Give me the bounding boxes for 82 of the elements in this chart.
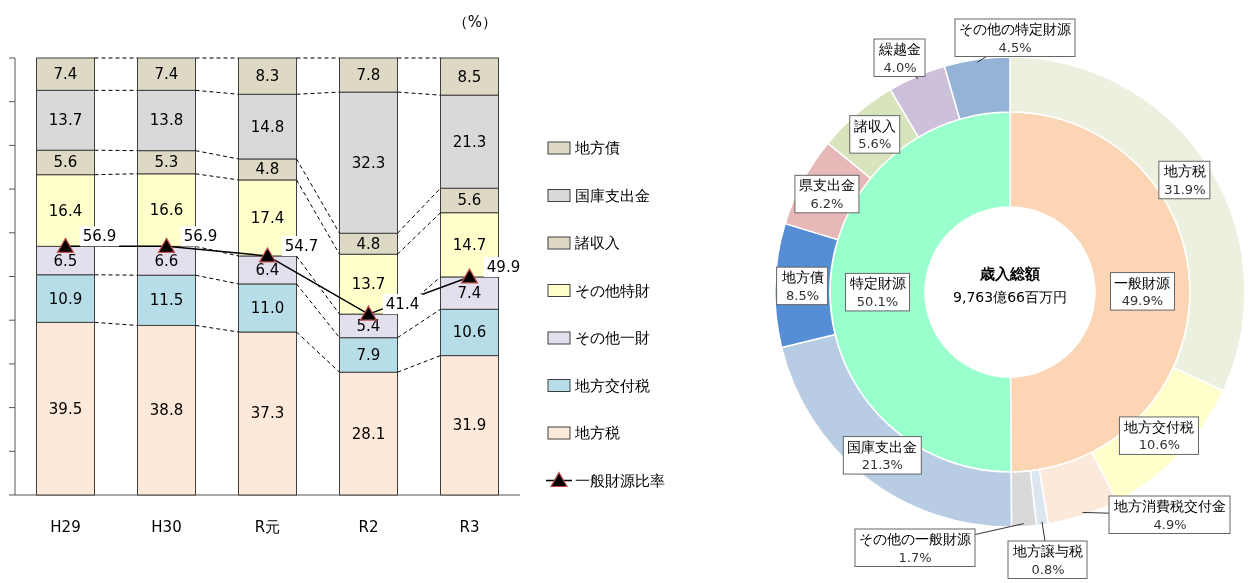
- data-label: 8.5: [457, 67, 482, 86]
- data-label: 21.3: [452, 132, 487, 151]
- x-tick-label: R3: [459, 518, 480, 536]
- data-label: 0.8%: [1031, 561, 1065, 577]
- slice-label: 地方税: [1162, 163, 1206, 180]
- data-label: 32.3: [351, 153, 386, 172]
- data-label: 6.6: [154, 251, 179, 270]
- data-label: 13.7: [48, 111, 83, 130]
- data-label: 4.5%: [998, 39, 1032, 55]
- slice-label: 地方債: [780, 269, 824, 286]
- slice-label: 一般財源: [1114, 274, 1171, 291]
- data-label: 54.7: [284, 236, 319, 255]
- data-label: 31.9%: [1164, 181, 1206, 197]
- data-label: 49.9: [486, 257, 521, 276]
- data-label: 11.0: [250, 298, 285, 317]
- data-label: 7.4: [53, 65, 78, 84]
- x-tick-label: H30: [151, 518, 182, 536]
- slice-label: その他の一般財源: [859, 531, 971, 547]
- legend-label: 地方交付税: [574, 376, 650, 395]
- data-label: 5.6: [457, 191, 482, 210]
- data-label: 10.9: [48, 289, 83, 308]
- legend-label: 地方税: [574, 424, 620, 442]
- data-label: 5.3: [154, 153, 179, 172]
- data-label: 5.6%: [858, 136, 892, 152]
- data-label: 10.6: [452, 323, 487, 342]
- slice-label: 繰越金: [878, 41, 921, 57]
- data-label: 11.5: [149, 291, 184, 310]
- data-label: 7.9: [356, 345, 381, 364]
- slice-label: 地方譲与税: [1012, 543, 1083, 559]
- data-label: 13.8: [149, 111, 184, 130]
- data-label: 4.8: [356, 234, 381, 253]
- data-label: 13.7: [351, 275, 386, 294]
- data-label: 17.4: [250, 208, 285, 227]
- data-label: 39.5: [48, 399, 83, 418]
- data-label: 56.9: [82, 227, 117, 246]
- data-label: 56.9: [183, 227, 218, 246]
- data-label: 8.3: [255, 67, 280, 86]
- data-label: 28.1: [351, 424, 386, 443]
- text: 歳入総額: [979, 265, 1040, 283]
- text: （%）: [452, 13, 498, 31]
- slice-label: 特定財源: [849, 275, 906, 292]
- data-label: 7.4: [154, 65, 179, 84]
- data-label: 31.9: [452, 416, 487, 435]
- data-label: 21.3%: [861, 457, 903, 473]
- legend-label: 国庫支出金: [575, 186, 650, 205]
- data-label: 16.4: [48, 201, 83, 220]
- data-label: 37.3: [250, 404, 285, 423]
- legend-label: 一般財源比率: [575, 471, 665, 490]
- legend-label: 地方債: [574, 139, 620, 157]
- data-label: 49.9%: [1121, 293, 1164, 309]
- data-label: 4.0%: [883, 59, 917, 75]
- data-label: 6.5: [53, 251, 78, 270]
- x-tick-label: R2: [358, 518, 379, 536]
- x-tick-label: H29: [50, 518, 81, 536]
- data-label: 4.8: [255, 160, 280, 179]
- slice-label: 地方消費税交付金: [1113, 498, 1226, 514]
- data-label: 14.7: [452, 235, 487, 254]
- data-label: 5.4: [356, 316, 381, 335]
- data-label: 6.4: [255, 260, 280, 279]
- legend-label: その他特財: [575, 281, 650, 300]
- data-label: 50.1%: [856, 293, 899, 309]
- slice-label: 県支出金: [798, 177, 855, 194]
- data-label: 14.8: [250, 117, 285, 136]
- data-label: 7.8: [356, 66, 381, 85]
- data-label: 6.2%: [810, 195, 844, 211]
- data-label: 7.4: [457, 284, 482, 303]
- data-label: 41.4: [385, 295, 420, 314]
- data-label: 10.6%: [1138, 437, 1181, 453]
- slice-label: その他の特定財源: [959, 21, 1071, 37]
- text: 9,763億66百万円: [953, 289, 1067, 305]
- slice-label: 国庫支出金: [847, 438, 918, 455]
- data-label: 38.8: [149, 401, 184, 420]
- slice-label: 諸収入: [853, 117, 896, 134]
- slice-label: 地方交付税: [1123, 418, 1195, 435]
- data-label: 5.6: [53, 153, 78, 172]
- data-label: 16.6: [149, 201, 184, 220]
- data-label: 8.5%: [786, 287, 820, 303]
- data-label: 4.9%: [1153, 516, 1187, 532]
- data-label: 1.7%: [898, 549, 932, 565]
- legend-label: 諸収入: [575, 234, 620, 252]
- x-tick-label: R元: [254, 518, 281, 536]
- legend-label: その他一財: [575, 329, 650, 347]
